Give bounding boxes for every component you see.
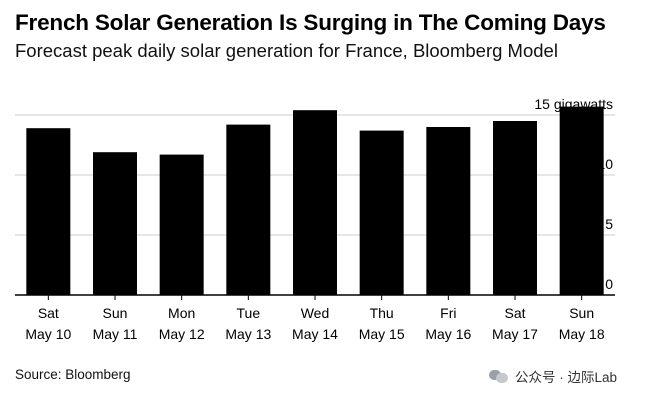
x-tick-label-date: May 13: [225, 326, 271, 342]
bar: [93, 152, 137, 295]
bar: [559, 106, 604, 295]
x-tick-label-date: May 11: [93, 326, 138, 342]
wechat-icon: [489, 368, 509, 384]
chart-title: French Solar Generation Is Surging in Th…: [15, 10, 606, 35]
x-tick-label-day: Wed: [301, 305, 330, 321]
watermark: 公众号 · 边际Lab: [489, 366, 617, 386]
x-tick-label-date: May 17: [492, 326, 538, 342]
source-note: Source: Bloomberg: [15, 367, 131, 382]
bar: [293, 110, 337, 295]
x-tick-label-date: May 12: [159, 326, 205, 342]
x-tick-label-day: Thu: [370, 305, 394, 321]
bar: [26, 128, 71, 295]
x-tick-label-date: May 10: [25, 326, 71, 342]
x-tick-label-day: Sat: [504, 305, 525, 321]
bar: [159, 154, 204, 295]
x-tick-label-date: May 14: [292, 326, 338, 342]
x-tick-label-day: Sat: [38, 305, 59, 321]
chart-subtitle: Forecast peak daily solar generation for…: [15, 40, 558, 61]
x-tick-label-date: May 15: [359, 326, 405, 342]
x-tick-label-day: Sun: [103, 305, 128, 321]
x-tick-label-day: Mon: [168, 305, 195, 321]
y-tick-label: 5: [605, 216, 613, 232]
bar: [493, 121, 537, 295]
x-tick-label-day: Tue: [237, 305, 261, 321]
watermark-text: 公众号 · 边际Lab: [515, 370, 618, 385]
y-tick-label: 15 gigawatts: [534, 96, 613, 112]
x-tick-label-day: Fri: [440, 305, 456, 321]
y-tick-label: 10: [597, 156, 613, 172]
bar: [359, 130, 404, 295]
x-tick-label-date: May 18: [559, 326, 605, 342]
bar: [226, 124, 271, 295]
y-tick-label: 0: [605, 276, 613, 292]
x-tick-label-date: May 16: [425, 326, 471, 342]
bar: [426, 127, 471, 295]
x-tick-label-day: Sun: [569, 305, 594, 321]
